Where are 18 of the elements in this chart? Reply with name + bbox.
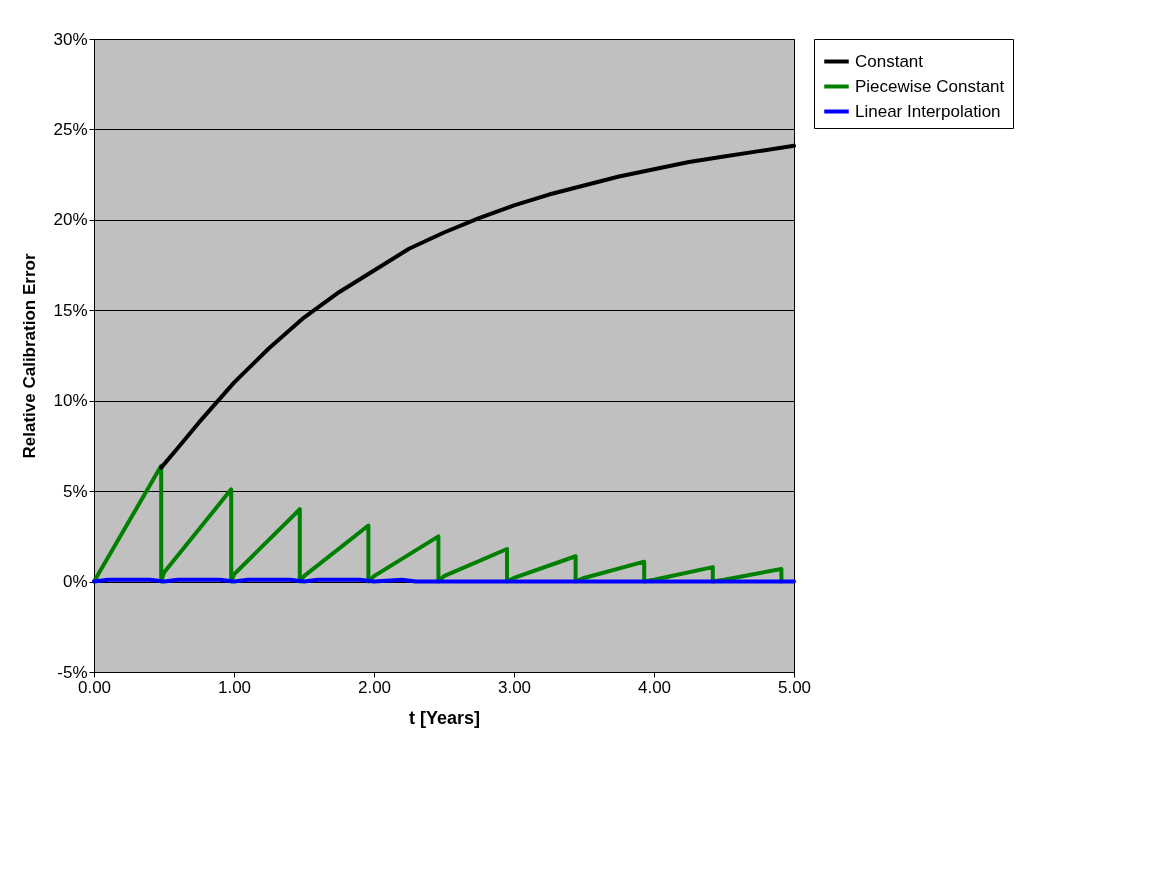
y-tick-label: 15% xyxy=(53,300,88,320)
y-tick-label: 25% xyxy=(53,119,88,139)
y-tick-label: 20% xyxy=(53,210,88,230)
y-tick-label: 10% xyxy=(53,391,88,411)
y-axis-title: Relative Calibration Error xyxy=(20,253,40,459)
y-tick-label: 30% xyxy=(53,29,88,49)
legend-label: Piecewise Constant xyxy=(855,76,1005,96)
y-tick-label: 0% xyxy=(62,572,88,592)
x-tick-label: 5.00 xyxy=(777,677,812,697)
legend-label: Linear Interpolation xyxy=(855,101,1001,121)
x-tick-label: 2.00 xyxy=(357,677,392,697)
legend-label: Constant xyxy=(855,51,924,71)
x-tick-label: 3.00 xyxy=(497,677,532,697)
y-tick-label: 5% xyxy=(62,481,88,501)
x-tick-label: 1.00 xyxy=(217,677,252,697)
x-tick-label: 4.00 xyxy=(637,677,672,697)
x-axis-title: t [Years] xyxy=(408,707,481,728)
line-series xyxy=(92,463,784,584)
